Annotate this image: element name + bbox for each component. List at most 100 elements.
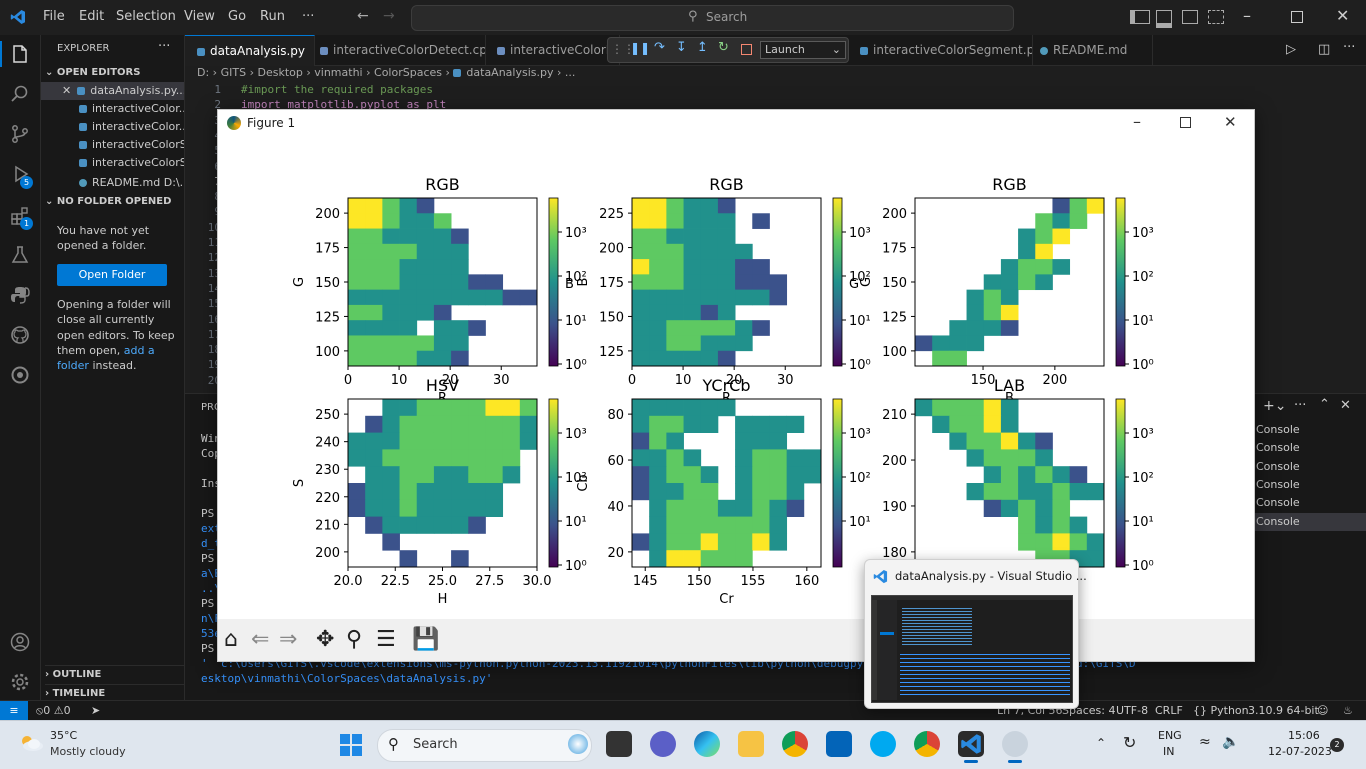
add-folder-link[interactable]: add a folder [57,343,155,373]
explorer-icon[interactable] [9,43,31,65]
file-explorer-icon[interactable] [738,731,764,757]
open-folder-button[interactable]: Open Folder [57,264,167,286]
restore-icon[interactable] [1291,11,1303,23]
open-editors-section[interactable]: ⌄ OPEN EDITORS [45,64,188,82]
back-icon[interactable]: ⇐ [251,627,270,652]
teams-chat-icon[interactable] [650,731,676,757]
command-search[interactable]: ⚲ Search [411,5,1014,31]
configure-icon[interactable]: ☰ [376,627,396,652]
python-interpreter[interactable]: 3.10.9 64-bit [1248,704,1319,717]
menu-go[interactable]: Go [228,9,247,24]
terminal-console-item[interactable]: Console [1255,512,1366,531]
terminal-console-item[interactable]: Console [1256,496,1300,510]
timeline-section[interactable]: › TIMELINE [45,684,188,703]
notifications-icon[interactable]: ♨ [1343,704,1353,717]
clock-time[interactable]: 15:06 [1288,729,1320,742]
more-actions-icon[interactable]: ··· [1343,40,1356,55]
toggle-sidebar-icon[interactable] [1130,10,1150,24]
volume-icon[interactable]: 🔈 [1222,734,1240,750]
open-editor-item[interactable]: interactiveColorS... [41,154,184,172]
close-icon[interactable]: ✕ [1224,113,1237,131]
menu-file[interactable]: File [43,9,65,24]
menu-more[interactable]: ··· [302,9,315,24]
nav-forward-icon[interactable]: → [383,8,395,24]
save-icon[interactable]: 💾 [412,627,440,652]
panel-tab-problems[interactable]: PRO [201,402,222,413]
tab-interactivecolordetect-cpp[interactable]: interactiveColorDetect.cpp [308,35,486,65]
terminal-console-item[interactable]: Console [1256,477,1300,491]
toggle-panel-icon[interactable] [1156,10,1172,28]
wifi-icon[interactable]: ≈ [1199,734,1211,750]
menu-view[interactable]: View [184,9,215,24]
close-icon[interactable]: ✕ [1336,6,1350,25]
taskbar-search[interactable]: ⚲ Search [377,729,592,762]
step-out-icon[interactable]: ↥ [697,40,708,55]
split-editor-icon[interactable]: ◫ [1318,42,1331,57]
open-editor-item[interactable]: interactiveColorS... [41,136,184,154]
weather-desc[interactable]: Mostly cloudy [50,745,126,758]
notification-badge[interactable]: 2 [1330,738,1344,752]
breadcrumb-item[interactable]: ... [564,66,576,79]
breadcrumb-item[interactable]: D: [197,66,210,79]
new-terminal-icon[interactable]: +⌄ [1263,398,1287,414]
run-file-icon[interactable]: ▷ [1286,42,1296,57]
forward-icon[interactable]: ⇒ [279,627,298,652]
minimize-icon[interactable]: – [1243,6,1251,25]
windows-start-icon[interactable] [340,734,362,756]
debug-status-icon[interactable]: ➤ [91,704,101,717]
breadcrumb-item[interactable]: Desktop [257,66,303,79]
breadcrumb-item[interactable]: ColorSpaces [374,66,442,79]
drag-handle-icon[interactable]: ⋮⋮ [611,42,635,56]
nav-back-icon[interactable]: ← [357,8,369,24]
zoom-icon[interactable]: ⚲ [346,627,363,652]
stop-icon[interactable] [741,44,752,55]
menu-selection[interactable]: Selection [116,9,176,24]
skype-icon[interactable] [870,731,896,757]
more-actions-icon[interactable]: ··· [158,39,171,54]
maximize-panel-icon[interactable]: ⌃ [1319,397,1330,412]
tab-interactivecolorsegment[interactable]: interactiveColorSegment.py [848,35,1033,65]
home-icon[interactable]: ⌂ [224,627,238,652]
open-editor-item[interactable]: interactiveColor... [41,118,184,136]
breadcrumb-item[interactable]: GITS [220,66,247,79]
search-icon[interactable] [9,83,31,105]
open-editor-item[interactable]: ✕ dataAnalysis.py... [41,82,184,100]
breadcrumb-item[interactable]: dataAnalysis.py [466,66,554,79]
gear-icon[interactable] [9,671,31,693]
menu-run[interactable]: Run [260,9,285,24]
chrome-icon[interactable] [782,731,808,757]
encoding[interactable]: UTF-8 [1116,704,1149,717]
more-actions-icon[interactable]: ··· [1294,398,1307,413]
input-region[interactable]: IN [1163,745,1175,758]
task-view-icon[interactable] [606,731,632,757]
outline-section[interactable]: › OUTLINE [45,665,188,684]
minimize-icon[interactable]: – [1133,112,1141,131]
clock-date[interactable]: 12-07-2023 [1268,745,1332,758]
language-mode[interactable]: {} Python [1193,704,1249,717]
weather-temp[interactable]: 35°C [50,729,78,742]
step-into-icon[interactable]: ↧ [676,40,687,55]
tab-interactivecolordete[interactable]: interactiveColorDete [485,35,620,65]
outlook-icon[interactable] [826,731,852,757]
account-icon[interactable] [9,631,31,653]
chrome-profile-icon[interactable] [914,731,940,757]
terminal-console-item[interactable]: Console [1256,459,1300,473]
testing-icon[interactable] [9,244,31,266]
maximize-icon[interactable] [1180,117,1191,128]
menu-edit[interactable]: Edit [79,9,105,24]
sync-icon[interactable]: ↻ [1123,733,1137,752]
tab-dataanalysis[interactable]: dataAnalysis.py [185,35,315,66]
chevron-up-icon[interactable]: ⌃ [1096,736,1107,750]
restart-icon[interactable]: ↻ [718,40,729,55]
tab-readme[interactable]: README.md [1028,35,1153,65]
input-language[interactable]: ENG [1158,729,1182,742]
close-icon[interactable]: ✕ [62,84,72,97]
terminal-console-item[interactable]: Console [1256,423,1300,436]
end-of-line[interactable]: CRLF [1155,704,1183,717]
no-folder-section[interactable]: ⌄ NO FOLDER OPENED [45,193,188,211]
taskbar-thumbnail-preview[interactable]: dataAnalysis.py - Visual Studio ... [864,559,1087,709]
customize-layout-icon[interactable] [1208,10,1224,24]
weather-cloud-icon[interactable] [18,734,44,752]
vscode-taskbar-icon[interactable] [958,731,984,757]
